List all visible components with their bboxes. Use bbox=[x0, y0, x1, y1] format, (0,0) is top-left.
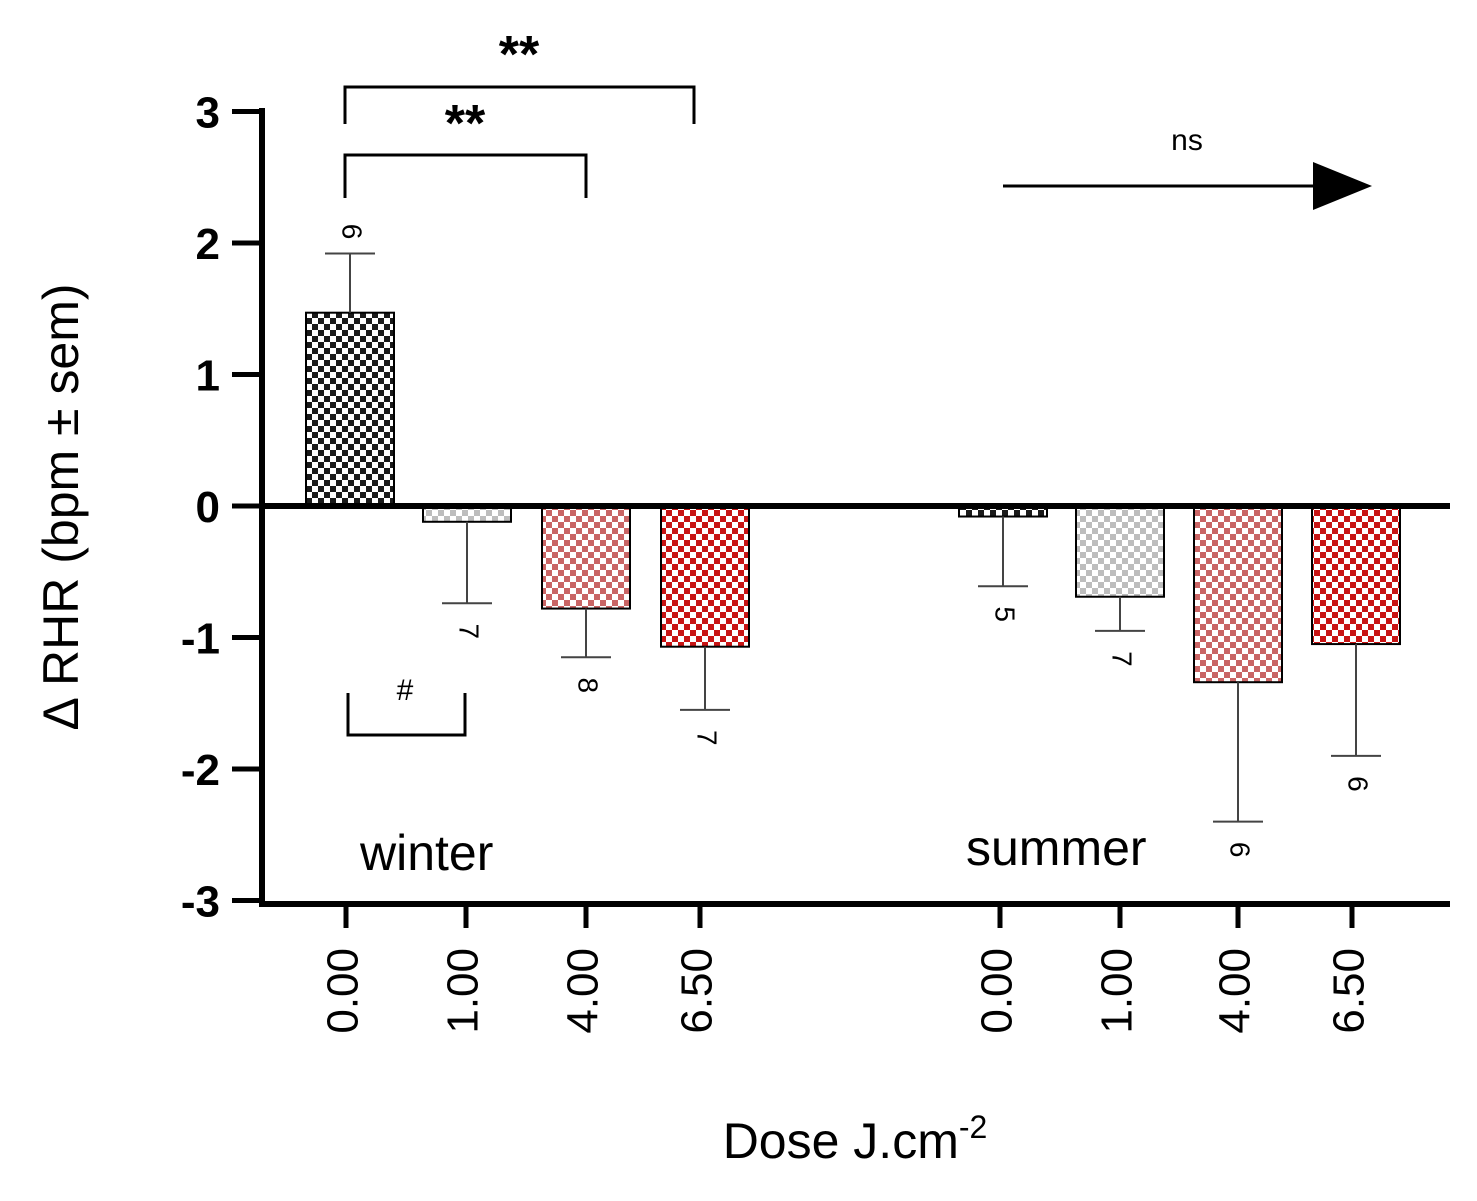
n-label-winter-1.00: 7 bbox=[454, 624, 485, 640]
hash-bracket bbox=[346, 693, 467, 737]
n-label-summer-6.50: 6 bbox=[1343, 776, 1374, 792]
x-axis-title: Dose J.cm-2 bbox=[723, 1109, 988, 1169]
bars-layer bbox=[305, 311, 1401, 684]
error-bar-winter-0.00 bbox=[325, 252, 375, 313]
sig-label-mid: ** bbox=[445, 95, 486, 153]
group-label-summer: summer bbox=[966, 820, 1147, 876]
n-labels-layer: 6 7 8 7 5 7 6 6 bbox=[337, 224, 1374, 858]
error-bar-winter-1.00 bbox=[442, 521, 492, 605]
ns-label: ns bbox=[1171, 124, 1203, 157]
y-tick-label-0: 0 bbox=[196, 483, 220, 532]
y-tick-label-3: 3 bbox=[196, 89, 220, 138]
n-label-winter-6.50: 7 bbox=[692, 730, 723, 746]
error-bar-winter-6.50 bbox=[680, 646, 730, 711]
x-tick-label-winter-4.00: 4.00 bbox=[559, 948, 608, 1034]
n-label-winter-0.00: 6 bbox=[337, 224, 368, 240]
x-tick-label-winter-0.00: 0.00 bbox=[319, 948, 368, 1034]
y-tick-label--2: -2 bbox=[181, 746, 220, 795]
x-tick-label-summer-1.00: 1.00 bbox=[1093, 948, 1142, 1034]
bar-summer-1.00 bbox=[1075, 505, 1165, 598]
x-tick-label-winter-6.50: 6.50 bbox=[673, 948, 722, 1034]
x-ticks-layer: 0.00 1.00 4.00 6.50 0.00 1.00 4.00 6.50 bbox=[319, 904, 1374, 1034]
x-tick-label-winter-1.00: 1.00 bbox=[439, 948, 488, 1034]
bar-winter-6.50 bbox=[660, 505, 750, 648]
y-tick-label-1: 1 bbox=[196, 352, 220, 401]
y-tick-label--3: -3 bbox=[181, 878, 220, 927]
y-ticks-layer: 3 2 1 0 -1 -2 -3 bbox=[181, 89, 262, 927]
bar-summer-6.50 bbox=[1311, 505, 1401, 646]
error-bar-winter-4.00 bbox=[561, 608, 611, 659]
ns-arrow-head bbox=[1313, 162, 1372, 210]
n-label-summer-4.00: 6 bbox=[1225, 842, 1256, 858]
error-bar-summer-0.00 bbox=[978, 516, 1028, 588]
y-axis-title: Δ RHR (bpm ± sem) bbox=[33, 284, 89, 731]
n-label-summer-0.00: 5 bbox=[990, 606, 1021, 622]
n-label-winter-4.00: 8 bbox=[573, 677, 604, 693]
sig-label-top: ** bbox=[499, 26, 540, 84]
bar-summer-4.00 bbox=[1193, 505, 1283, 684]
hash-label: # bbox=[397, 674, 414, 707]
sig-bracket-mid bbox=[343, 153, 588, 198]
y-tick-label--1: -1 bbox=[181, 615, 220, 664]
bar-winter-0.00 bbox=[305, 311, 395, 507]
x-tick-label-summer-0.00: 0.00 bbox=[973, 948, 1022, 1034]
x-axis-title-main: Dose J.cm bbox=[723, 1113, 959, 1169]
error-bar-summer-6.50 bbox=[1331, 644, 1381, 757]
error-bar-summer-1.00 bbox=[1095, 596, 1145, 632]
error-bar-summer-4.00 bbox=[1213, 682, 1263, 823]
n-label-summer-1.00: 7 bbox=[1107, 651, 1138, 667]
sig-bracket-top bbox=[343, 85, 696, 124]
x-tick-label-summer-4.00: 4.00 bbox=[1211, 948, 1260, 1034]
x-axis-title-superscript: -2 bbox=[959, 1109, 987, 1145]
y-tick-label-2: 2 bbox=[196, 220, 220, 269]
x-tick-label-summer-6.50: 6.50 bbox=[1325, 948, 1374, 1034]
error-bars-layer bbox=[325, 252, 1381, 823]
group-label-winter: winter bbox=[359, 825, 493, 881]
bar-winter-4.00 bbox=[541, 505, 631, 610]
